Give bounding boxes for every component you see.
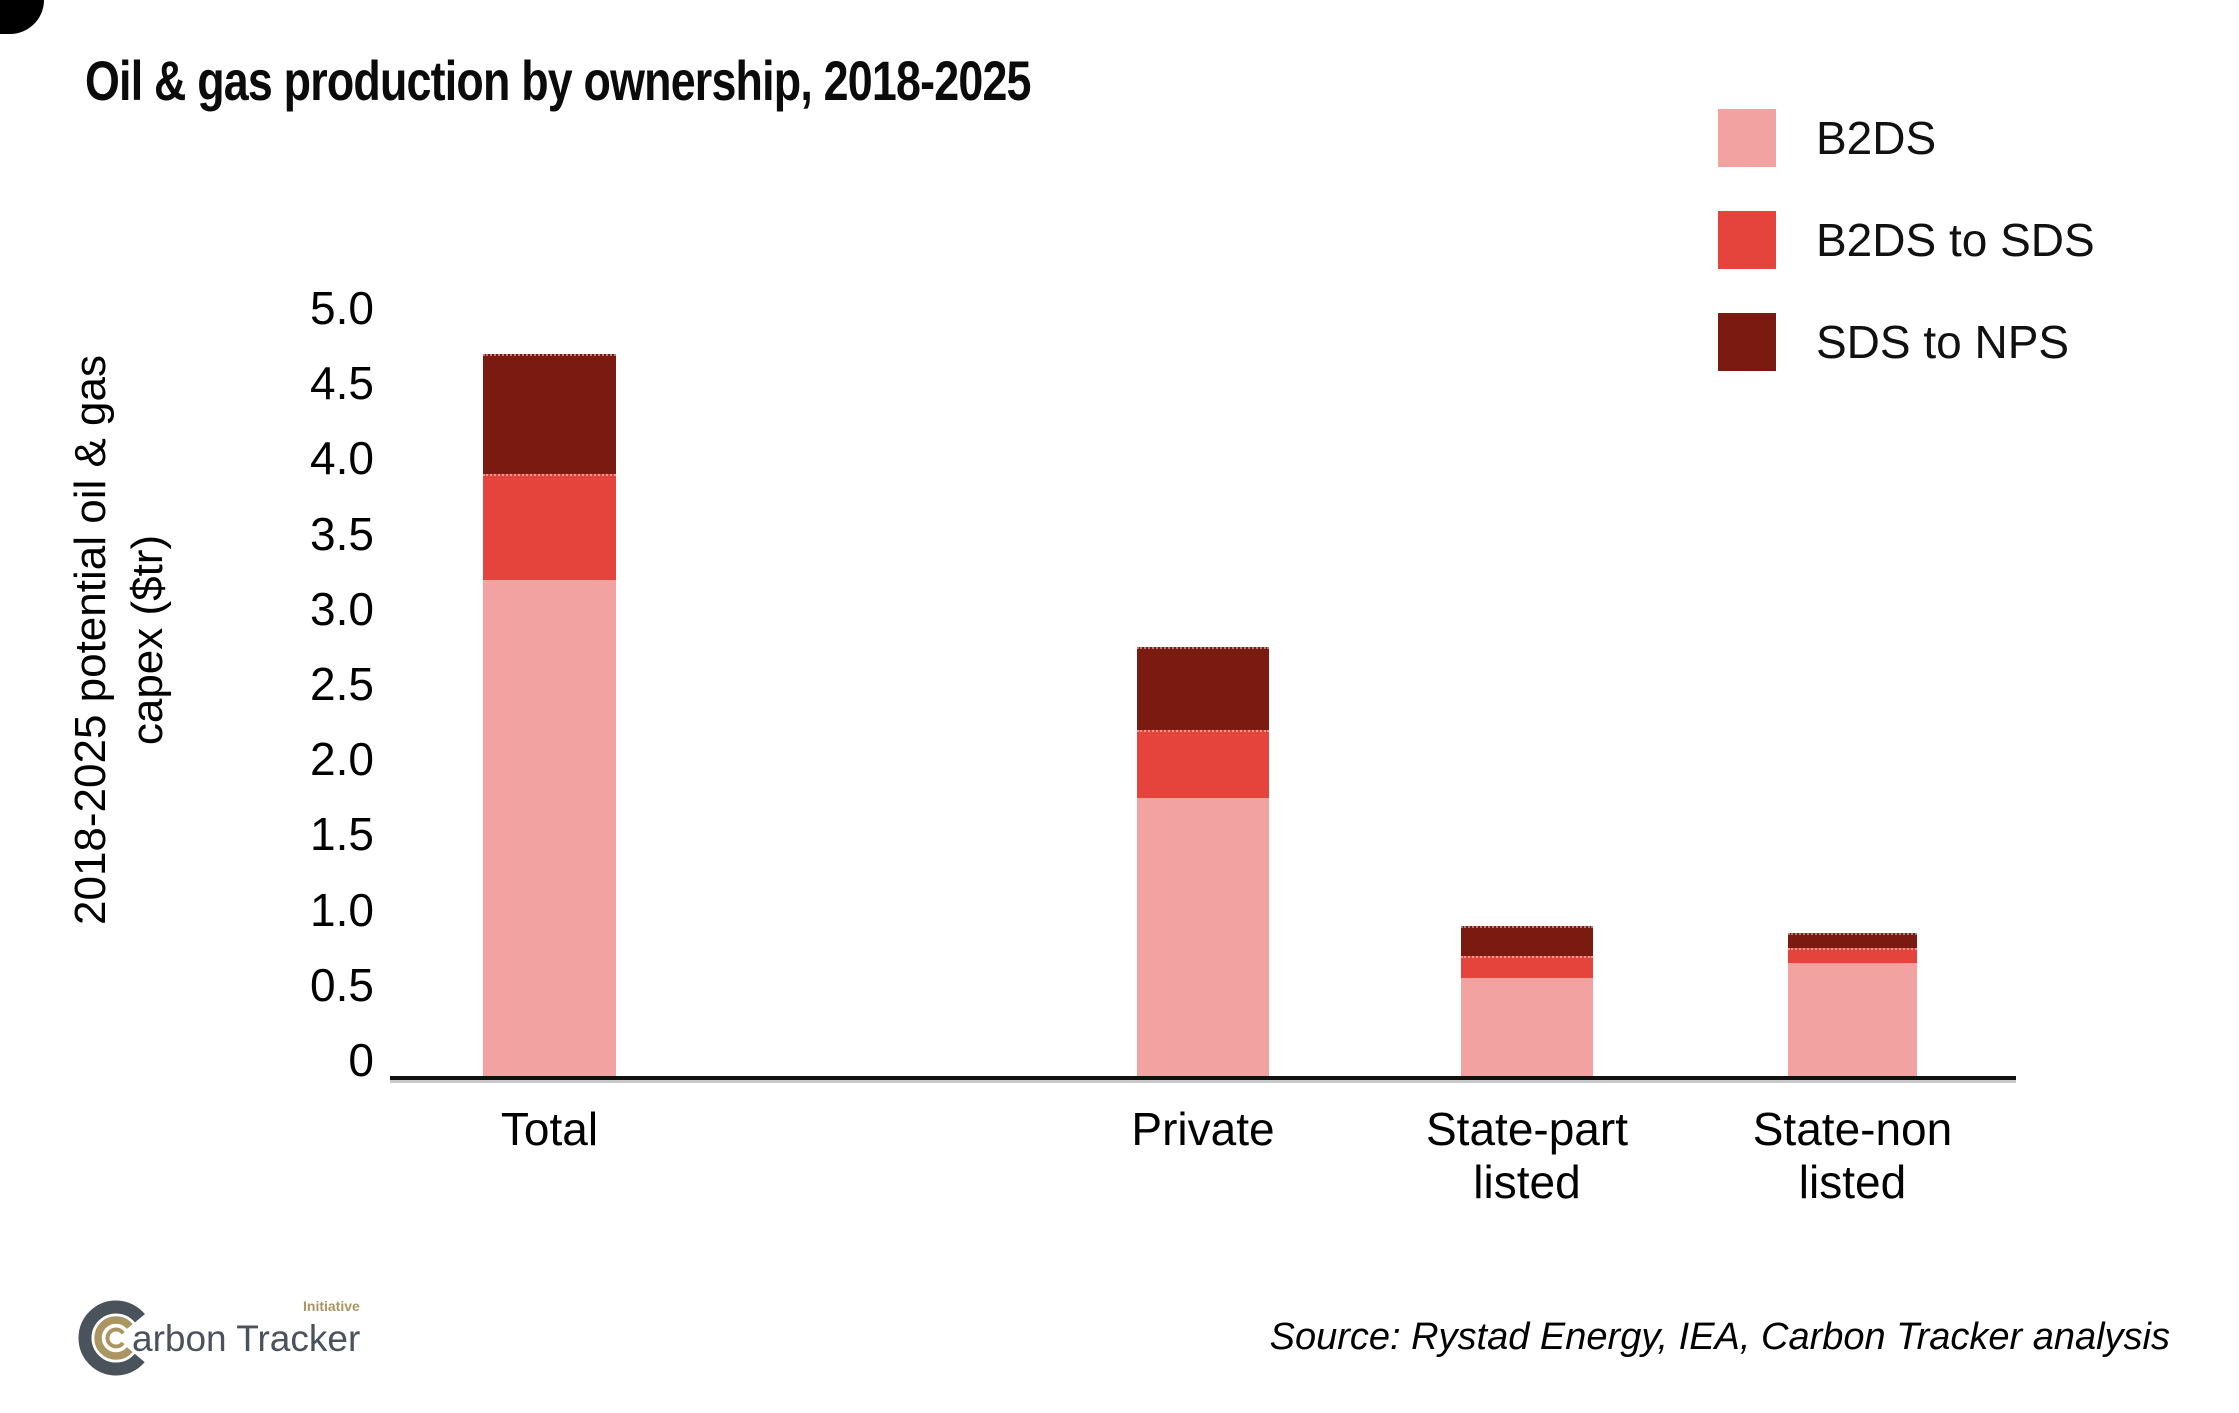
logo-wordmark: arbon Tracker [132,1318,360,1359]
x-category-label: State-non listed [1752,1103,1953,1208]
carbon-tracker-logo: arbon Tracker Initiative [56,1284,416,1404]
legend-swatch-icon [1718,211,1776,269]
x-category-label: State-part listed [1426,1103,1628,1208]
bar-segment-sds-to-nps [483,354,616,475]
bar-segment-b2ds-to-sds [1788,948,1917,964]
y-tick-label: 5.0 [310,282,374,334]
y-axis-title-line1: 2018-2025 potential oil & gas [66,355,115,925]
bar-segment-b2ds-to-sds [1461,955,1593,979]
logo-middle-c-arc [94,1316,138,1360]
legend-swatch-icon [1718,313,1776,371]
x-category-label: Private [1131,1103,1275,1155]
legend-item: SDS to NPS [1718,313,2095,371]
y-tick-label: 1.5 [310,808,374,861]
source-note: Source: Rystad Energy, IEA, Carbon Track… [1269,1316,2170,1358]
legend-item: B2DS to SDS [1718,211,2095,269]
y-tick-label: 0.5 [310,958,374,1011]
bar-segment-b2ds-to-sds [1137,730,1269,798]
y-tick-label: 1.0 [310,883,374,936]
x-axis-line [390,1076,2016,1080]
corner-mark [0,0,44,34]
legend-item: B2DS [1718,109,2095,167]
logo-outer-c-arc [78,1300,154,1376]
chart-title: Oil & gas production by ownership, 2018-… [85,49,1031,112]
y-tick-label: 0 [348,1034,374,1086]
bar-segment-b2ds [1461,978,1593,1076]
logo-initiative-label: Initiative [303,1298,360,1314]
bar-segment-b2ds-to-sds [483,474,616,580]
legend: B2DS B2DS to SDS SDS to NPS [1718,109,2095,415]
y-tick-label: 3.0 [310,582,374,635]
y-tick-label: 3.5 [310,507,374,560]
x-category-label: Total [500,1103,599,1155]
bar-segment-b2ds [1137,797,1269,1076]
bar-segment-sds-to-nps [1788,933,1917,949]
legend-label: B2DS [1816,112,1937,164]
logo-inner-c-arc [105,1327,127,1349]
legend-label: B2DS to SDS [1816,214,2095,266]
carbon-tracker-logo-icon: arbon Tracker Initiative [78,1298,360,1376]
bar-segment-b2ds [1788,963,1917,1076]
legend-label: SDS to NPS [1816,316,2070,368]
bar-segment-sds-to-nps [1461,925,1593,956]
y-tick-label: 2.0 [310,733,374,786]
legend-swatch-icon [1718,109,1776,167]
bar-segment-sds-to-nps [1137,647,1269,731]
y-tick-label: 4.0 [310,432,374,485]
y-tick-label: 2.5 [310,658,374,710]
bar-segment-b2ds [483,579,616,1076]
y-tick-label: 4.5 [310,357,374,410]
